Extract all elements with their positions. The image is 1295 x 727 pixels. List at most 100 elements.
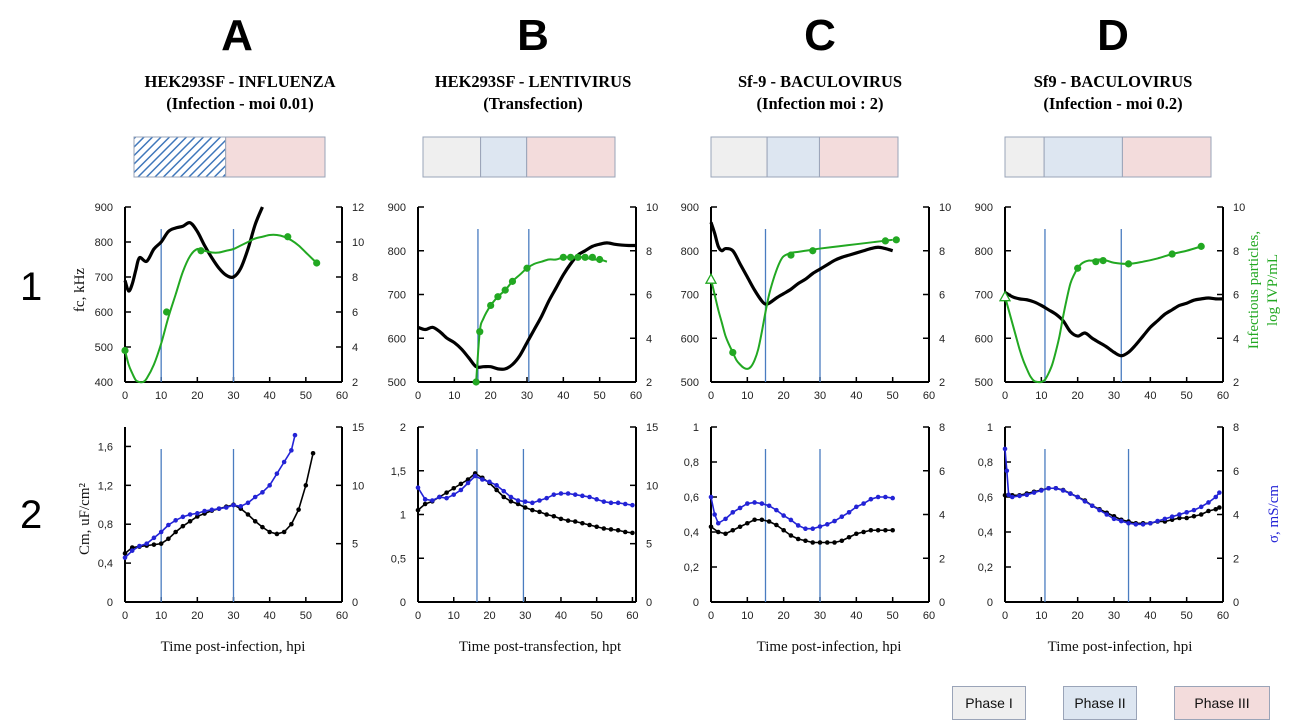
panel-b-row2-black-series-point [558, 516, 564, 522]
panel-b-row1-series-group [417, 241, 637, 386]
panel-c-row2-blue-series-point [861, 501, 866, 506]
panel-c-row1-green-series-point [705, 272, 718, 284]
panel-b-row1-green-series-point [581, 253, 589, 261]
panel-c-row2-xtick-label: 20 [778, 610, 790, 622]
panel-c-row2-black-series-point [759, 517, 765, 523]
panel-d-row2-black-series-point [1177, 515, 1182, 521]
panel-d-row1-green-series-point [1124, 260, 1133, 268]
panel-a-row1-xtick-label: 40 [264, 390, 276, 402]
panel-a-row2-ytick-label: 0,4 [98, 558, 113, 570]
panel-a-row2-xtick-label: 30 [227, 610, 239, 622]
panel-d-row2-black-series-point [1213, 506, 1219, 512]
panel-a-row2-ytick-label: 0 [107, 597, 113, 609]
panel-b-row2-blue-series-point [622, 501, 628, 507]
panel-a-title-line1: HEK293SF - INFLUENZA [145, 72, 336, 91]
panel-d-row2-blue-series-point [1140, 522, 1146, 527]
panel-c-row2-blue-series-point [883, 494, 888, 500]
panel-c-row1-y2tick-label: 4 [939, 333, 945, 345]
panel-d-row2-xtick-label: 30 [1108, 610, 1120, 622]
panel-c-phase-segment-3 [818, 136, 899, 178]
panel-b-row2-blue-series-point [458, 487, 464, 493]
panel-c-row1-xtick-label: 10 [741, 390, 753, 402]
panel-c-row1-green-series-point [787, 251, 795, 259]
panel-b-row2-ytick-label: 0,5 [391, 553, 406, 565]
panel-d-row2-black-series-point [1002, 492, 1008, 498]
panel-c-row2-series-group [708, 494, 895, 545]
panel-a-xlabel: Time post-infection, hpi [161, 639, 306, 655]
panel-c-row2-xtick-label: 0 [708, 610, 714, 622]
panel-a-row1-xtick-label: 10 [155, 390, 167, 402]
panel-a-row2-blue-series-point [231, 502, 236, 508]
panel-b-row1-green-series-point [487, 301, 495, 310]
panel-b-row2-black-series-point [601, 526, 607, 531]
panel-b-row2-blue-series-point [522, 499, 528, 504]
panel-b-row2-series-group [415, 471, 635, 536]
panel-a-title-line2: (Infection - moi 0.01) [166, 94, 314, 113]
panel-a-row2-black-series-point [122, 551, 128, 556]
panel-a-row1-y2tick-label: 4 [352, 342, 358, 354]
panel-a-row2-black-series-point [296, 507, 301, 512]
panel-b-row2-xtick-label: 30 [519, 610, 531, 622]
panel-b-row2-black-series-point [622, 529, 628, 535]
panel-c-row2-black-series-point [875, 527, 881, 533]
panel-b-row1-ytick-label: 800 [388, 246, 406, 258]
panel-c-row2-blue-series-point [890, 495, 895, 501]
panel-a-row1-y2tick-label: 10 [352, 237, 364, 249]
panel-a-row2-ytick-label: 1,2 [98, 480, 113, 492]
panel-d-row1-black-series-line [1004, 290, 1224, 358]
panel-b-row2-black-series-point [444, 490, 449, 495]
panel-a-row2-blue-series-point [289, 448, 294, 453]
panel-a-row2-blue-series-line [124, 434, 296, 559]
panel-b-row2-blue-series-point [415, 485, 421, 490]
panel-d-row2-blue-series-point [1177, 512, 1182, 517]
panel-c-row2-black-series-point [817, 540, 823, 545]
panel-c-row2-xtick-label: 50 [887, 610, 899, 622]
panel-d-row2-blue-series-point [1089, 503, 1095, 509]
panel-b-row2-black-series-point [580, 520, 585, 526]
panel-d-row1-ytick-label: 700 [975, 290, 993, 302]
panel-d-row1-xtick-label: 30 [1108, 390, 1120, 402]
panel-b-row2-blue-series-point [544, 495, 549, 501]
panel-c-row2-black-series-point [745, 520, 750, 526]
panel-d-row1-green-series-point [999, 290, 1012, 302]
panel-letter-a: A [221, 11, 253, 60]
panel-d-row2-blue-series-point [1017, 493, 1022, 499]
panel-d-row1-ytick-label: 600 [975, 333, 993, 345]
panel-d-row2-blue-series-point [1155, 518, 1160, 524]
panel-d-row1-y2tick-label: 4 [1233, 333, 1239, 345]
panel-b-row1-green-series-point [567, 253, 575, 261]
panel-a-row1-xtick-label: 20 [191, 390, 203, 402]
panel-c-row2-xtick-label: 60 [923, 610, 935, 622]
panel-b-row2-blue-series-point [480, 477, 485, 482]
panel-c-row1-series-group [705, 221, 900, 370]
panel-d-row1-green-series-point [1099, 256, 1107, 265]
panel-d-row1-ytick-label: 800 [975, 246, 993, 258]
panel-d-row2-blue-series-point [1104, 512, 1110, 517]
panel-b-row2-black-series-point [415, 507, 421, 513]
panel-c-row2-black-series-point [708, 524, 714, 530]
panel-c-row2-black-series-point [730, 527, 736, 533]
legend-phase-3: Phase III [1174, 686, 1270, 720]
panel-b-row2-black-series-point [565, 518, 571, 523]
panel-b-row2-ytick-label: 2 [400, 422, 406, 434]
panel-a-row1-green-series-point [284, 233, 292, 241]
panel-d-row1-y2tick-label: 6 [1233, 290, 1239, 302]
panel-b-row1-green-series-point [472, 378, 480, 386]
panel-b-row2-blue-series-point [608, 500, 614, 506]
panel-b-row1-y2tick-label: 4 [646, 333, 652, 345]
panel-b-row1-y2tick-label: 2 [646, 377, 652, 389]
panel-b-row2-xtick-label: 10 [448, 610, 460, 622]
panel-a-row2-blue-series-point [209, 507, 215, 513]
panel-c-row1-green-series-point [729, 348, 737, 357]
panel-c-row2-black-series-point [788, 533, 794, 538]
panel-d-row2-ytick-label: 0,2 [978, 562, 993, 574]
panel-c-row2-blue-series-point [737, 505, 743, 511]
panel-a-row2-xtick-label: 50 [300, 610, 312, 622]
panel-d-row2-y2tick-label: 2 [1233, 553, 1239, 565]
panel-b-row1-xtick-label: 50 [594, 390, 606, 402]
panel-a-row2-blue-series-point [137, 543, 142, 549]
panel-a-row1-xtick-label: 50 [300, 390, 312, 402]
panel-b-row1-xtick-label: 10 [448, 390, 460, 402]
panel-a-row1-ytick-label: 500 [95, 342, 113, 354]
panel-d-title-line2: (Infection - moi 0.2) [1043, 94, 1182, 113]
